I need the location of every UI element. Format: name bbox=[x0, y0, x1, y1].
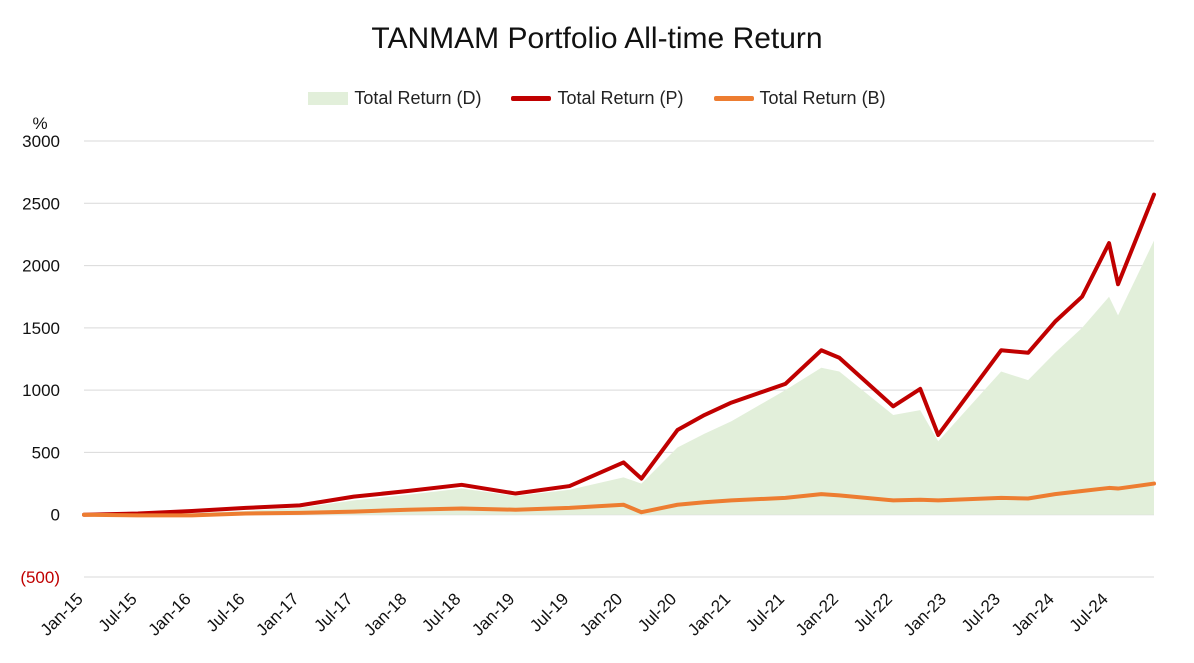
legend-item-b: Total Return (B) bbox=[713, 88, 886, 109]
x-tick-label-8: Jan-19 bbox=[468, 589, 518, 639]
y-tick-label-2: 2000 bbox=[22, 257, 60, 276]
x-tick-label-12: Jan-21 bbox=[684, 589, 734, 639]
x-tick-label-0: Jan-15 bbox=[37, 589, 87, 639]
x-tick-label-14: Jan-22 bbox=[792, 589, 842, 639]
legend-label-p: Total Return (P) bbox=[557, 88, 684, 108]
x-tick-label-7: Jul-18 bbox=[418, 589, 464, 635]
y-tick-label-1: 2500 bbox=[22, 194, 60, 213]
x-tick-label-2: Jan-16 bbox=[145, 589, 195, 639]
series-area-d bbox=[84, 240, 1154, 515]
y-axis-label: % bbox=[32, 114, 47, 133]
legend-item-p: Total Return (P) bbox=[511, 88, 684, 109]
chart-title: TANMAM Portfolio All-time Return bbox=[371, 22, 823, 55]
x-tick-label-13: Jul-21 bbox=[742, 589, 788, 635]
x-tick-label-16: Jan-23 bbox=[900, 589, 950, 639]
x-tick-label-6: Jan-18 bbox=[360, 589, 410, 639]
series-line-p bbox=[82, 192, 1156, 517]
x-tick-label-4: Jan-17 bbox=[252, 589, 302, 639]
y-tick-label-6: 0 bbox=[51, 506, 60, 525]
legend: Total Return (D) Total Return (P) Total … bbox=[0, 88, 1194, 109]
x-tick-label-18: Jan-24 bbox=[1008, 589, 1058, 639]
x-tick-label-19: Jul-24 bbox=[1066, 589, 1112, 635]
x-tick-label-17: Jul-23 bbox=[958, 589, 1004, 635]
legend-label-d: Total Return (D) bbox=[354, 88, 482, 108]
x-tick-label-10: Jan-20 bbox=[576, 589, 626, 639]
legend-swatch-d bbox=[308, 92, 349, 105]
x-tick-label-1: Jul-15 bbox=[95, 589, 141, 635]
x-tick-label-9: Jul-19 bbox=[526, 589, 572, 635]
legend-label-b: Total Return (B) bbox=[759, 88, 886, 108]
y-tick-label-4: 1000 bbox=[22, 381, 60, 400]
y-tick-label-7: (500) bbox=[20, 568, 60, 587]
x-tick-label-15: Jul-22 bbox=[850, 589, 896, 635]
legend-swatch-p bbox=[511, 96, 552, 101]
y-tick-label-3: 1500 bbox=[22, 319, 60, 338]
series-line-b bbox=[82, 481, 1156, 518]
x-tick-label-5: Jul-17 bbox=[310, 589, 356, 635]
y-tick-label-5: 500 bbox=[32, 443, 60, 462]
y-tick-label-0: 3000 bbox=[22, 132, 60, 151]
x-tick-label-11: Jul-20 bbox=[634, 589, 680, 635]
legend-item-d: Total Return (D) bbox=[308, 88, 481, 109]
legend-swatch-b bbox=[713, 96, 754, 101]
x-tick-label-3: Jul-16 bbox=[202, 589, 248, 635]
